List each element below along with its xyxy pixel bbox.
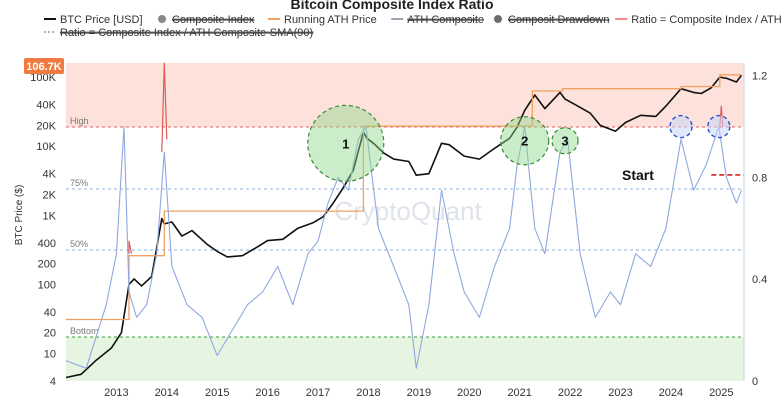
zone-label-bottom: Bottom (70, 326, 99, 336)
legend-label: Composite Index (172, 14, 255, 26)
blue-marker-circle (669, 114, 693, 139)
x-tick-label: 2019 (407, 387, 431, 399)
left-tick-label: 20K (36, 120, 56, 132)
marker-circle-3 (551, 127, 579, 155)
x-tick-label: 2015 (205, 387, 229, 399)
current-price-label: 106.7K (26, 61, 62, 73)
left-tick-label: 2K (43, 190, 57, 202)
legend-label: Ratio = Composite Index / ATH Composite (631, 14, 784, 26)
legend-dot (494, 15, 502, 23)
left-tick-label: 400 (38, 238, 56, 250)
left-tick-label: 100 (38, 279, 56, 291)
left-tick-label: 1K (43, 210, 57, 222)
series-line-ratio-composite-index-ath-composite (65, 126, 743, 369)
marker-label-3: 3 (561, 134, 568, 149)
right-tick-label: 0 (752, 376, 758, 388)
marker-layer: 1 2 3 (307, 104, 731, 182)
high-zone (66, 63, 744, 127)
legend-label: ATH Composite (407, 14, 484, 26)
x-tick-label: 2016 (255, 387, 279, 399)
legend-label: BTC Price [USD] (60, 14, 143, 26)
left-tick-label: 40 (44, 307, 56, 319)
right-tick-label: 0.8 (752, 172, 767, 184)
right-tick-label: 0.4 (752, 274, 767, 286)
x-axis-ticks: 2013 2014 2015 2016 2017 2018 2019 2020 2021 2022… (104, 387, 733, 399)
marker-circle-2 (500, 116, 550, 166)
marker-circle-1 (307, 104, 385, 182)
bottom-zone (66, 337, 744, 381)
left-tick-label: 40K (36, 100, 56, 112)
zone-label-high: High (70, 116, 89, 126)
current-price-badge (24, 58, 64, 74)
left-tick-label: 10 (44, 349, 56, 361)
legend-label: Ratio = Composite Index / ATH Composite-… (60, 27, 313, 39)
left-tick-label: 4K (43, 169, 57, 181)
series-line-spike-3 (128, 240, 133, 254)
series-layer (65, 62, 744, 379)
x-tick-label: 2022 (558, 387, 582, 399)
x-tick-label: 2014 (155, 387, 179, 399)
y-axis-title: BTC Price ($) (14, 185, 25, 246)
left-tick-label: 100K (30, 72, 56, 84)
x-tick-label: 2017 (306, 387, 330, 399)
legend-label: Running ATH Price (284, 14, 377, 26)
left-tick-label: 4 (50, 376, 56, 388)
blue-marker-circle (707, 114, 731, 139)
start-label: Start (622, 167, 654, 183)
legend-dot (158, 15, 166, 23)
series-line-running-ath-price (66, 74, 742, 321)
legend: BTC Price [USD] Composite Index Running AT… (44, 14, 784, 39)
x-tick-label: 2025 (709, 387, 733, 399)
x-tick-label: 2013 (104, 387, 128, 399)
right-tick-label: 1.2 (752, 71, 767, 83)
right-axis-ticks: 0 0.4 0.8 1.2 (752, 71, 767, 388)
chart-title: Bitcoin Composite Index Ratio (290, 0, 493, 12)
x-tick-label: 2018 (356, 387, 380, 399)
legend-label: Composit Drawdown (508, 14, 609, 26)
series-line-btc-price-usd- (65, 74, 743, 379)
x-tick-label: 2021 (507, 387, 531, 399)
series-line-spike-4 (161, 62, 168, 153)
marker-label-2: 2 (521, 134, 528, 149)
x-tick-label: 2020 (457, 387, 481, 399)
zone-label-75: 75% (70, 178, 88, 188)
left-tick-label: 10K (36, 141, 56, 153)
zone-label-50: 50% (70, 239, 88, 249)
x-tick-label: 2024 (659, 387, 683, 399)
marker-label-1: 1 (342, 136, 349, 151)
left-axis-ticks: 4 10 20 40 100 200 400 1K 2K 4K 10K 20K 40K 100K (30, 72, 56, 388)
left-tick-label: 200 (38, 259, 56, 271)
left-tick-label: 20 (44, 328, 56, 340)
x-tick-label: 2023 (608, 387, 632, 399)
